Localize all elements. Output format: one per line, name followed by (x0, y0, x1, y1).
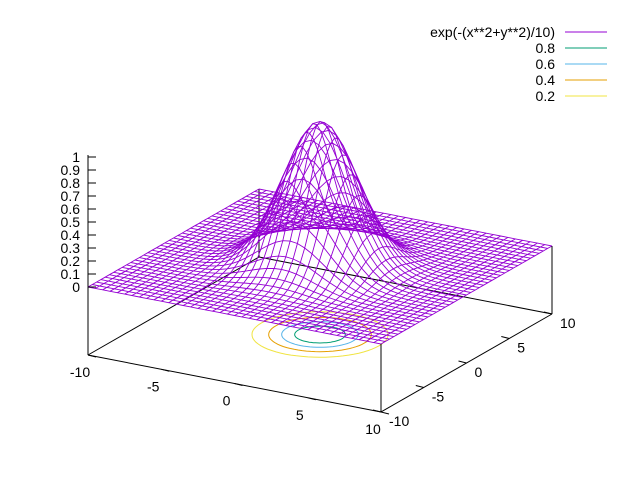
mesh-line-x (175, 205, 348, 305)
x-tick-mark (161, 368, 170, 372)
mesh-line-x (87, 188, 260, 288)
x-tick-mark (380, 411, 390, 415)
mesh-line-x (292, 228, 465, 328)
legend-label: exp(-(x**2+y**2)/10) (430, 24, 555, 40)
mesh-line-x (344, 238, 516, 338)
mesh-line-x (358, 241, 531, 341)
legend-label: 0.6 (536, 56, 556, 72)
mesh-line-x (263, 174, 436, 322)
z-tick-label: 1 (72, 149, 80, 165)
mesh-line-x (380, 245, 553, 345)
x-tick-label: -5 (147, 378, 160, 394)
mesh-line-x (117, 194, 289, 294)
y-tick-label: -5 (432, 389, 445, 405)
z-tick-label: 0.5 (61, 214, 81, 230)
plot-box-back (87, 155, 553, 413)
surface-mesh (87, 120, 553, 345)
mesh-line-x (329, 235, 501, 335)
contour-0.2 (251, 311, 389, 358)
legend-label: 0.8 (536, 40, 556, 56)
contour-0.6 (281, 321, 359, 348)
mesh-line-x (285, 227, 458, 326)
x-tick-mark (87, 354, 97, 358)
contour-0.4 (268, 316, 372, 353)
y-tick-mark (543, 311, 553, 315)
mesh-line-x (278, 214, 450, 325)
mesh-line-x (336, 237, 509, 336)
mesh-line-x (256, 154, 428, 321)
x-tick-label: 0 (223, 393, 231, 409)
mesh-line-x (351, 239, 523, 339)
z-tick-label: 0.1 (61, 266, 81, 282)
mesh-line-x (307, 231, 480, 331)
mesh-line-x (204, 163, 377, 311)
mesh-line-x (234, 120, 406, 316)
z-tick-label: 0.3 (61, 240, 81, 256)
y-tick-label: 0 (475, 364, 483, 380)
mesh-line-x (153, 201, 326, 301)
z-tick-label: 0.9 (61, 162, 81, 178)
mesh-line-x (95, 190, 267, 289)
y-tick-mark (458, 360, 467, 364)
legend-label: 0.4 (536, 72, 556, 88)
mesh-line-x (300, 229, 472, 329)
mesh-line-x (322, 234, 494, 333)
x-tick-label: 10 (365, 421, 381, 437)
mesh-line-x (146, 200, 318, 299)
x-tick-label: 5 (296, 407, 304, 423)
mesh-line-x (366, 242, 538, 342)
mesh-line-x (314, 232, 487, 332)
mesh-line-x (182, 207, 355, 306)
contour-0.8 (294, 325, 346, 344)
y-tick-mark (372, 409, 382, 413)
mesh-line-x (190, 197, 362, 308)
z-tick-label: 0.6 (61, 201, 81, 217)
y-tick-mark (501, 336, 510, 339)
z-tick-label: 0.2 (61, 253, 81, 269)
legend-label: 0.2 (536, 88, 556, 104)
y-tick-label: -10 (389, 413, 409, 429)
x-tick-mark (234, 383, 243, 386)
z-tick-label: 0.4 (61, 227, 81, 243)
x-tick-mark (307, 397, 316, 401)
z-tick-label: 0 (72, 279, 80, 295)
y-tick-label: 10 (560, 315, 576, 331)
x-tick-label: -10 (70, 364, 90, 380)
y-tick-label: 5 (517, 340, 525, 356)
mesh-line-x (131, 197, 304, 296)
z-tick-label: 0.7 (61, 188, 81, 204)
base-contours (251, 311, 389, 358)
mesh-line-x (109, 192, 282, 292)
mesh-line-x (270, 195, 443, 323)
y-tick-mark (415, 385, 424, 388)
mesh-line-x (226, 123, 399, 315)
mesh-line-x (102, 191, 274, 291)
mesh-line-x (197, 180, 370, 309)
mesh-line-x (373, 244, 545, 343)
mesh-line-x (248, 137, 421, 319)
z-tick-label: 0.8 (61, 175, 81, 191)
legend: exp(-(x**2+y**2)/10)0.80.60.40.2 (430, 24, 607, 104)
mesh-line-x (124, 195, 296, 295)
plot-box-front (87, 246, 553, 412)
